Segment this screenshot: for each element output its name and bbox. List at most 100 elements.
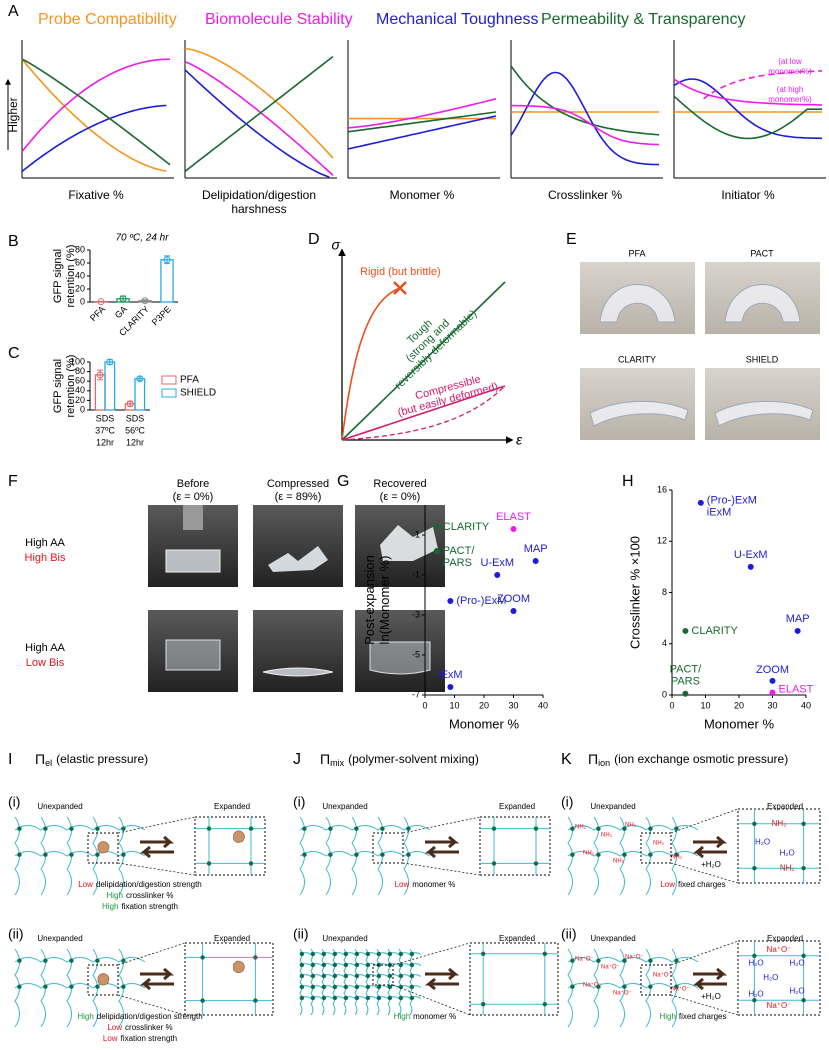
data-point: [682, 627, 689, 634]
crosslink: [376, 995, 382, 1001]
caption-level: High: [102, 902, 118, 911]
crosslink: [328, 826, 333, 831]
y-axis-label: Higher: [6, 97, 20, 132]
arrow: [140, 835, 175, 849]
crosslink: [354, 826, 359, 831]
arrow: [692, 977, 727, 991]
trend-curve: [347, 111, 497, 133]
polymer-chain: [567, 850, 699, 857]
x-tick-label: SDS: [96, 413, 115, 423]
panel-label: B: [8, 233, 19, 250]
photo-label: CLARITY: [618, 354, 656, 364]
data-point: [532, 558, 539, 564]
y-tick-label: 80: [75, 366, 85, 376]
crosslink: [321, 951, 327, 957]
caption-text: monomer %: [413, 1012, 456, 1021]
stress-curve: [341, 385, 506, 441]
x-axis-label: Monomer %: [449, 716, 520, 731]
crosslink: [332, 973, 338, 979]
protein: [233, 830, 245, 843]
crosslink: [354, 951, 360, 957]
crosslink: [365, 951, 371, 957]
caption-level: High: [106, 891, 122, 900]
crosslink: [328, 852, 333, 857]
x-tick-label: 40: [801, 700, 811, 710]
chem-label: NH₂: [625, 823, 637, 829]
caption-text: fixed charges: [679, 1012, 727, 1021]
caption: Low fixed charges: [660, 880, 725, 889]
panel-label: G: [337, 473, 349, 490]
arrow: [425, 835, 460, 849]
crosslink: [310, 973, 316, 979]
chem-label: Na⁺O⁻: [671, 986, 690, 993]
x-tick-label: 20: [479, 700, 489, 710]
column-header: (ε = 89%): [275, 491, 322, 503]
panel-title: Πmix (polymer-solvent mixing): [320, 751, 479, 769]
crosslink: [299, 973, 305, 979]
photo-label: PFA: [628, 248, 645, 258]
y-axis-label: Crosslinker % ×100: [627, 536, 642, 649]
x-tick-label: PFA: [88, 304, 107, 323]
crosslink: [43, 852, 48, 857]
trend-curve: [673, 95, 822, 140]
chem-label: NH₂: [653, 841, 665, 847]
chem-label: NH₂: [601, 833, 613, 839]
caption-level: High: [394, 1012, 410, 1021]
photo-detail: [165, 639, 221, 671]
crosslink: [299, 962, 305, 968]
point-label: iExM: [438, 669, 462, 681]
caption-text: fixation strength: [121, 1034, 177, 1043]
chem-label: H₂O: [748, 958, 763, 967]
data-dot: [136, 375, 144, 383]
annotation: (at high: [777, 85, 804, 94]
caption: High delipidation/digestion strength: [77, 1012, 202, 1021]
curve-label: Rigid (but brittle): [360, 266, 441, 278]
y-tick-label: 60: [75, 257, 85, 267]
trend-curve: [184, 55, 334, 173]
crosslink: [310, 951, 316, 957]
data-dot: [97, 298, 105, 306]
panel-label: I: [8, 751, 12, 768]
crosslink: [332, 995, 338, 1001]
crosslink: [398, 962, 404, 968]
caption-level: Low: [107, 1023, 122, 1032]
photo-detail: [714, 400, 814, 427]
column-header: (ε = 0%): [380, 491, 421, 503]
point-label: ZOOM: [756, 664, 789, 676]
chem-label: H₂O: [763, 973, 778, 982]
caption-level: High: [659, 1012, 675, 1021]
x-tick-label: 0: [669, 700, 674, 710]
x-tick-label: GA: [113, 304, 129, 320]
crosslink: [302, 852, 307, 857]
x-tick-label: 37ºC: [95, 425, 115, 435]
chem-label: NH₂: [671, 855, 683, 861]
crosslink: [343, 962, 349, 968]
legend-entry: PFA: [180, 375, 199, 386]
legend-entry: Mechanical Toughness: [376, 11, 538, 28]
state-label: Expanded: [767, 802, 803, 811]
panel-title: Πion (ion exchange osmotic pressure): [588, 751, 788, 769]
column-header: Recovered: [373, 478, 426, 490]
photo-detail: [369, 641, 431, 675]
y-axis-label: GFP signal: [52, 359, 64, 413]
subpanel-label: (ii): [293, 926, 309, 942]
error-bar: [98, 300, 104, 303]
caption-level: Low: [395, 880, 410, 889]
crosslink: [69, 852, 74, 857]
polymer-chain: [299, 850, 431, 857]
crosslink: [121, 852, 126, 857]
point-label: CLARITY: [443, 521, 490, 533]
legend-swatch: [161, 388, 177, 398]
crosslink: [752, 866, 757, 871]
crosslink: [354, 852, 359, 857]
crosslink: [376, 951, 382, 957]
trend-curve: [21, 58, 171, 153]
data-dot: [126, 400, 134, 408]
crosslink: [542, 951, 547, 956]
crosslink: [409, 951, 415, 957]
zoom-line: [670, 940, 739, 1016]
crosslink: [343, 951, 349, 957]
crosslink: [200, 998, 205, 1003]
caption: High fixation strength: [102, 902, 178, 911]
crosslink: [343, 973, 349, 979]
